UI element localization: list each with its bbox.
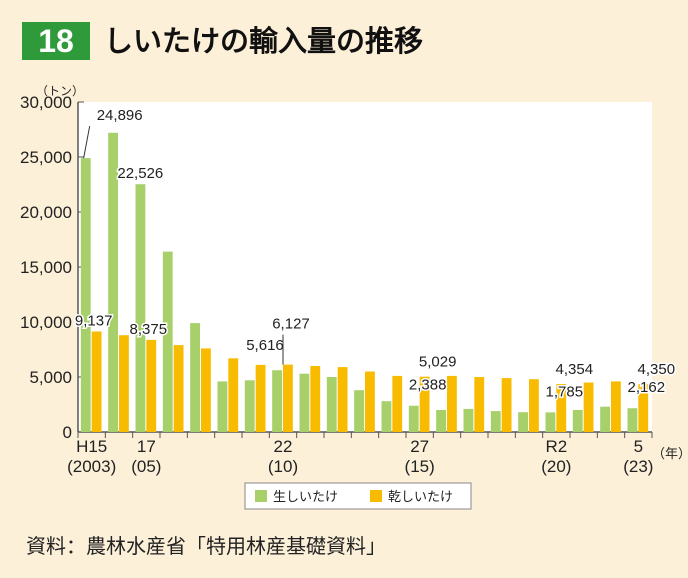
- bar-fresh-2006: [162, 251, 173, 432]
- x-tick-label: H15: [76, 437, 107, 456]
- y-tick-label: 25,000: [20, 148, 72, 167]
- bar-fresh-2019: [518, 412, 528, 432]
- bar-dried-2014: [392, 375, 403, 432]
- x-axis-unit: （年）: [652, 446, 688, 461]
- figure-number: 18: [22, 22, 90, 60]
- bar-fresh-2020: [545, 412, 556, 432]
- x-tick-label-western: (2003): [67, 457, 116, 476]
- data-label: 22,526: [117, 165, 163, 182]
- bar-fresh-2007: [190, 323, 200, 432]
- x-tick-label-western: (20): [541, 457, 571, 476]
- bar-dried-2023: [638, 384, 649, 432]
- data-label: 2,388: [409, 377, 447, 394]
- data-label: 5,029: [419, 354, 457, 371]
- bar-dried-2006: [173, 345, 184, 432]
- y-tick-label: 5,000: [29, 368, 72, 387]
- data-label: 2,162: [628, 379, 666, 396]
- bar-dried-2010: [283, 364, 293, 432]
- source-note: 資料：農林水産省「特用林産基礎資料」: [26, 534, 386, 558]
- data-label: 1,785: [546, 383, 584, 400]
- bar-dried-2003: [91, 331, 102, 432]
- y-tick-label: 10,000: [20, 313, 72, 332]
- data-label: 4,354: [556, 361, 594, 378]
- bar-fresh-2013: [354, 390, 364, 432]
- bar-dried-2017: [474, 377, 485, 432]
- data-label: 5,616: [246, 337, 284, 354]
- bar-fresh-2009: [244, 380, 255, 432]
- bar-dried-2022: [611, 381, 621, 432]
- data-label: 4,350: [638, 361, 676, 378]
- y-axis-unit: （トン）: [36, 84, 84, 98]
- bar-dried-2021: [583, 382, 594, 432]
- bar-dried-2015: [419, 376, 430, 432]
- x-tick-label: 17: [137, 437, 156, 456]
- data-label: 6,127: [272, 316, 310, 333]
- bar-dried-2008: [228, 358, 239, 432]
- legend-label: 乾しいたけ: [388, 489, 453, 504]
- legend-swatch-0: [255, 490, 267, 502]
- x-tick-label: 5: [634, 437, 643, 456]
- legend-swatch-1: [370, 490, 382, 502]
- bar-dried-2012: [337, 367, 348, 432]
- x-tick-label-western: (23): [623, 457, 653, 476]
- bar-dried-2009: [255, 364, 266, 432]
- leader-line: [83, 126, 91, 159]
- bar-dried-2020: [556, 384, 567, 432]
- bar-dried-2016: [447, 375, 457, 432]
- bar-fresh-2012: [326, 377, 337, 432]
- data-label: 8,375: [130, 321, 168, 338]
- bar-fresh-2018: [490, 411, 501, 432]
- bar-dried-2011: [310, 366, 321, 432]
- bar-dried-2013: [365, 371, 375, 432]
- bar-dried-2005: [146, 339, 157, 432]
- bar-fresh-2022: [600, 406, 610, 432]
- legend: [244, 482, 472, 510]
- bar-dried-2004: [119, 335, 129, 432]
- legend-label: 生しいたけ: [273, 489, 338, 504]
- bar-fresh-2023: [627, 408, 638, 432]
- bar-fresh-2010: [272, 370, 282, 432]
- bar-dried-2019: [529, 379, 539, 432]
- x-tick-label: 27: [410, 437, 429, 456]
- bar-fresh-2014: [381, 401, 392, 432]
- x-tick-label-western: (05): [131, 457, 161, 476]
- bar-fresh-2011: [299, 373, 310, 432]
- data-label: 24,896: [97, 107, 143, 124]
- bar-fresh-2015: [408, 405, 419, 432]
- y-tick-label: 0: [63, 423, 72, 442]
- bar-dried-2007: [201, 348, 211, 432]
- bar-fresh-2021: [572, 410, 583, 432]
- bar-fresh-2003: [80, 158, 91, 433]
- bar-fresh-2005: [135, 184, 146, 432]
- y-tick-label: 30,000: [20, 93, 72, 112]
- bar-fresh-2004: [108, 132, 118, 433]
- bar-dried-2018: [501, 378, 512, 432]
- y-tick-label: 20,000: [20, 203, 72, 222]
- bar-fresh-2008: [217, 381, 228, 432]
- y-tick-label: 15,000: [20, 258, 72, 277]
- x-tick-label: 22: [274, 437, 293, 456]
- data-label: 9,137: [75, 312, 113, 329]
- x-tick-label: R2: [545, 437, 567, 456]
- x-tick-label-western: (10): [268, 457, 298, 476]
- bar-fresh-2016: [436, 410, 446, 432]
- bar-fresh-2017: [463, 408, 474, 432]
- chart-title: しいたけの輸入量の推移: [104, 24, 424, 58]
- x-tick-label-western: (15): [405, 457, 435, 476]
